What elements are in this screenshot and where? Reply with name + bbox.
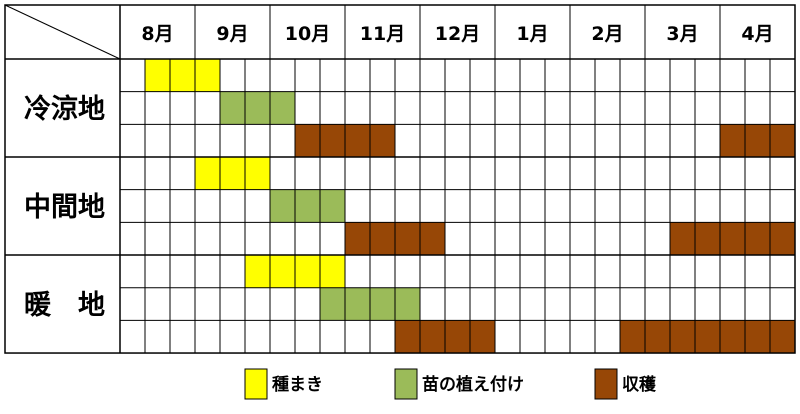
schedule-cell-planting bbox=[295, 189, 320, 223]
schedule-cell-harvest bbox=[770, 222, 795, 256]
schedule-cell-planting bbox=[270, 189, 295, 223]
schedule-cell-harvest bbox=[720, 320, 745, 354]
schedule-cell-harvest bbox=[370, 222, 395, 256]
schedule-cell-harvest bbox=[670, 320, 695, 354]
schedule-cell-harvest bbox=[295, 124, 320, 158]
schedule-cell-sowing bbox=[220, 157, 245, 190]
region-label: 中間地 bbox=[24, 192, 105, 223]
schedule-cell-planting bbox=[320, 189, 345, 223]
schedule-cell-harvest bbox=[345, 124, 370, 158]
schedule-cell-planting bbox=[220, 91, 245, 125]
legend-label-harvest: 収穫 bbox=[622, 375, 657, 395]
schedule-cell-harvest bbox=[445, 320, 470, 354]
schedule-cell-sowing bbox=[195, 157, 220, 190]
month-label: 12月 bbox=[435, 23, 480, 45]
schedule-cell-harvest bbox=[645, 320, 670, 354]
schedule-cell-planting bbox=[395, 287, 420, 321]
schedule-cell-planting bbox=[320, 287, 345, 321]
schedule-cell-sowing bbox=[320, 255, 345, 288]
schedule-cell-planting bbox=[345, 287, 370, 321]
month-label: 11月 bbox=[360, 23, 405, 45]
legend-label-planting: 苗の植え付け bbox=[422, 374, 524, 395]
legend-label-sowing: 種まき bbox=[272, 374, 323, 395]
schedule-cell-sowing bbox=[170, 59, 195, 92]
month-label: 3月 bbox=[666, 23, 698, 45]
schedule-cell-sowing bbox=[245, 157, 270, 190]
schedule-cell-sowing bbox=[145, 59, 170, 92]
schedule-cell-harvest bbox=[745, 124, 770, 158]
schedule-cell-harvest bbox=[670, 222, 695, 256]
schedule-cell-harvest bbox=[720, 124, 745, 158]
schedule-cell-harvest bbox=[470, 320, 495, 354]
schedule-cell-sowing bbox=[270, 255, 295, 288]
month-label: 8月 bbox=[141, 23, 173, 45]
schedule-cell-harvest bbox=[770, 320, 795, 354]
schedule-cell-planting bbox=[270, 91, 295, 125]
legend-swatch-harvest bbox=[594, 368, 618, 400]
schedule-cell-sowing bbox=[245, 255, 270, 288]
schedule-cell-harvest bbox=[395, 222, 420, 256]
schedule-cell-harvest bbox=[695, 320, 720, 354]
legend-swatch-sowing bbox=[244, 368, 268, 400]
month-label: 4月 bbox=[741, 23, 773, 45]
schedule-cell-harvest bbox=[770, 124, 795, 158]
region-label: 暖 地 bbox=[24, 290, 105, 321]
region-label: 冷涼地 bbox=[24, 94, 105, 125]
schedule-cell-harvest bbox=[695, 222, 720, 256]
schedule-cell-harvest bbox=[320, 124, 345, 158]
schedule-cell-harvest bbox=[420, 222, 445, 256]
month-label: 2月 bbox=[591, 23, 623, 45]
schedule-cell-harvest bbox=[720, 222, 745, 256]
schedule-cell-harvest bbox=[420, 320, 445, 354]
schedule-cell-planting bbox=[370, 287, 395, 321]
schedule-cell-sowing bbox=[195, 59, 220, 92]
grid-outer-border bbox=[4, 4, 796, 354]
schedule-cell-harvest bbox=[620, 320, 645, 354]
schedule-cell-harvest bbox=[745, 320, 770, 354]
schedule-cell-harvest bbox=[345, 222, 370, 256]
schedule-cell-harvest bbox=[370, 124, 395, 158]
schedule-cell-harvest bbox=[395, 320, 420, 354]
month-label: 10月 bbox=[285, 23, 330, 45]
header-diagonal-line bbox=[4, 4, 121, 60]
schedule-cell-sowing bbox=[295, 255, 320, 288]
month-label: 9月 bbox=[216, 23, 248, 45]
schedule-cell-harvest bbox=[745, 222, 770, 256]
legend-swatch-planting bbox=[394, 368, 418, 400]
month-label: 1月 bbox=[516, 23, 548, 45]
schedule-cell-planting bbox=[245, 91, 270, 125]
